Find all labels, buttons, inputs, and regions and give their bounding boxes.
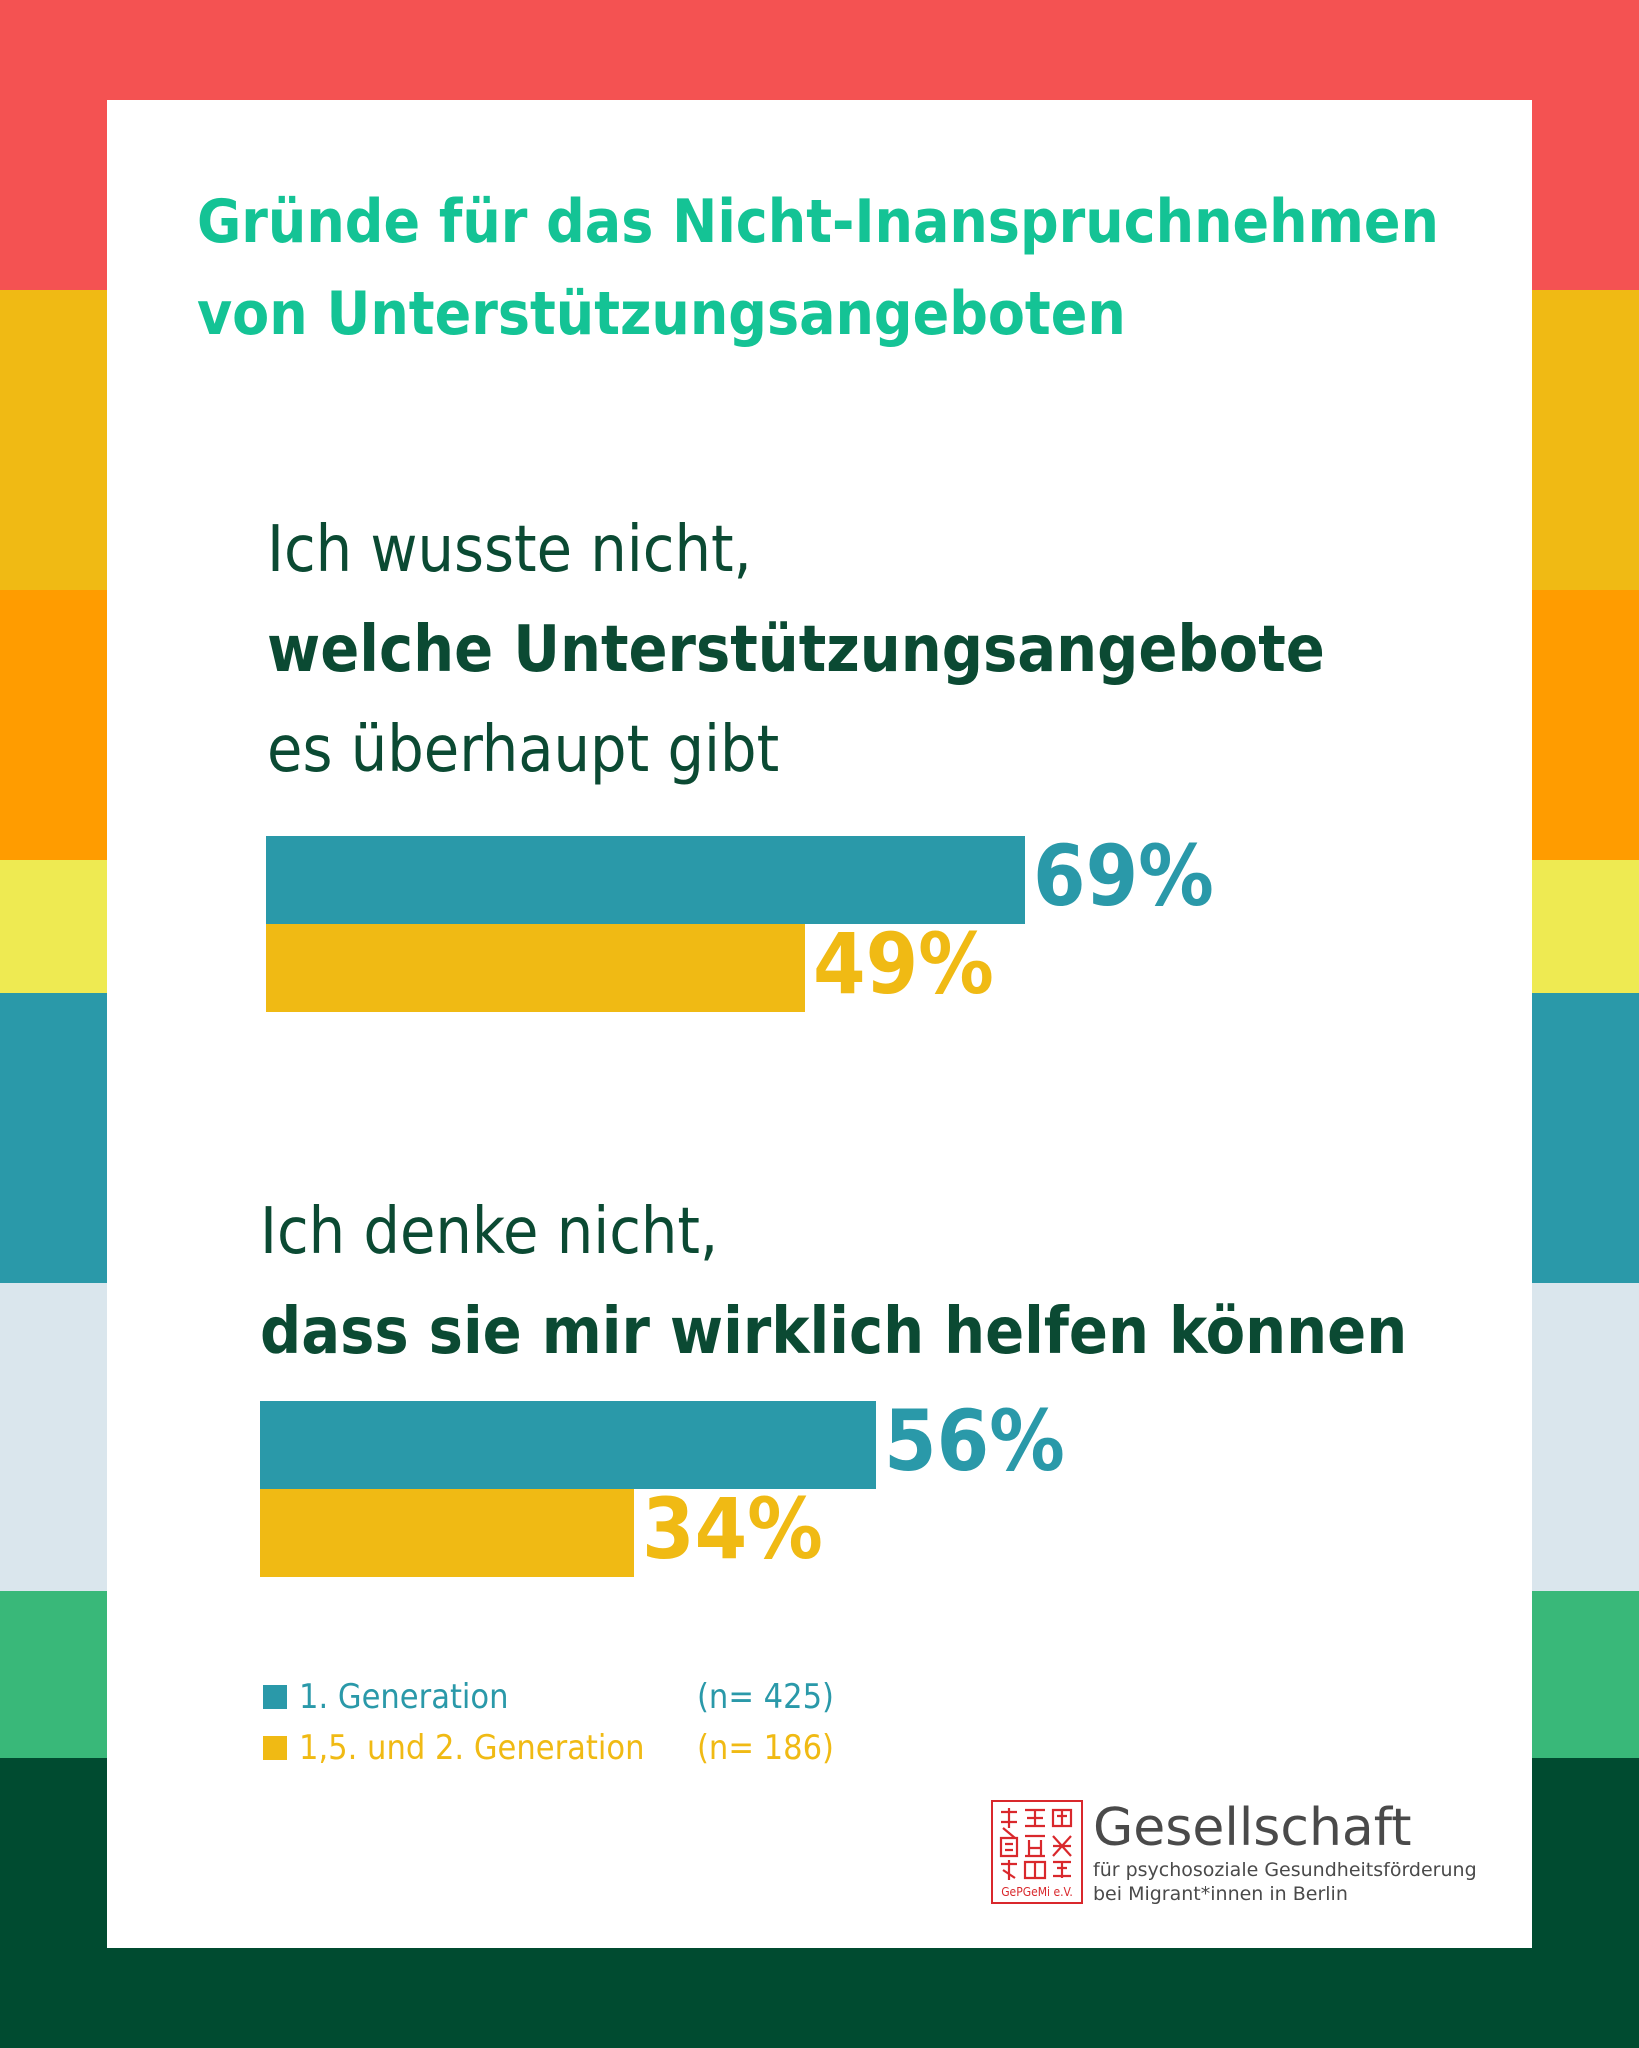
question-1-line-3: es überhaupt gibt — [267, 713, 780, 787]
bar-1-series-1 — [266, 836, 1025, 924]
data-label-1-series-1: 69% — [1033, 827, 1214, 925]
bar-2-series-1 — [260, 1401, 876, 1489]
legend-label-2: 1,5. und 2. Generation — [299, 1728, 645, 1768]
data-label-1-series-2: 49% — [813, 915, 994, 1013]
logo-tagline-1: für psychosoziale Gesundheitsförderung — [1093, 1859, 1477, 1881]
legend-swatch-1 — [263, 1685, 287, 1709]
legend-n-2: (n= 186) — [697, 1728, 834, 1768]
question-2-line-1: Ich denke nicht, — [260, 1195, 719, 1269]
data-label-2-series-1: 56% — [884, 1392, 1065, 1490]
chart-title: Gründe für das Nicht-Inanspruchnehmen vo… — [197, 187, 1439, 349]
legend-n-1: (n= 425) — [697, 1677, 834, 1717]
legend-item-1: 1. Generation (n= 425) — [263, 1677, 834, 1717]
bar-chart: 69% 49% 56% 34% — [260, 827, 1214, 1578]
bar-2-series-2 — [260, 1489, 634, 1577]
question-1: Ich wusste nicht, welche Unterstützungsa… — [267, 500, 1325, 800]
bar-1-series-2 — [266, 924, 805, 1012]
infographic-card: Gründe für das Nicht-Inanspruchnehmen vo… — [107, 100, 1532, 1948]
data-label-2-series-2: 34% — [642, 1480, 823, 1578]
logo-name: Gesellschaft — [1093, 1798, 1412, 1858]
logo-tagline-2: bei Migrant*innen in Berlin — [1093, 1883, 1348, 1905]
legend-item-2: 1,5. und 2. Generation (n= 186) — [263, 1728, 834, 1768]
question-1-line-1: Ich wusste nicht, — [267, 513, 752, 587]
legend-swatch-2 — [263, 1736, 287, 1760]
question-1-line-2: welche Unterstützungsangebote — [267, 613, 1325, 687]
legend-label-1: 1. Generation — [299, 1677, 509, 1717]
organization-logo: GePGeMi e.V. Gesellschaft für psychosozi… — [991, 1798, 1477, 1906]
seal-text: GePGeMi e.V. — [1001, 1885, 1073, 1899]
seal-icon: GePGeMi e.V. — [991, 1800, 1083, 1904]
question-2-line-2: dass sie mir wirklich helfen können — [260, 1295, 1408, 1369]
question-2: Ich denke nicht, dass sie mir wirklich h… — [260, 1182, 1407, 1382]
